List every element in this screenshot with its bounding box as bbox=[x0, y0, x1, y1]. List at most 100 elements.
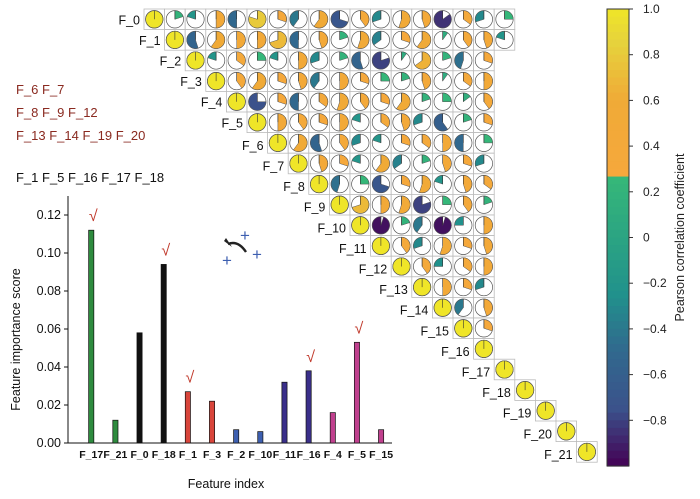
y-tick-label: 0.04 bbox=[37, 360, 61, 374]
x-tick-label: F_3 bbox=[203, 449, 221, 461]
pie-mark bbox=[360, 10, 370, 27]
colorbar-segment bbox=[607, 397, 629, 406]
pie-mark bbox=[483, 257, 493, 276]
pie-mark bbox=[298, 51, 308, 70]
bar bbox=[160, 264, 167, 444]
pie-mark bbox=[210, 30, 226, 49]
x-tick-label: F_4 bbox=[324, 449, 342, 461]
row-label: F_14 bbox=[400, 304, 429, 318]
row-label: F_21 bbox=[544, 448, 573, 462]
pie-mark bbox=[413, 195, 432, 214]
x-tick-label: F_18 bbox=[152, 449, 176, 461]
pie-mark bbox=[257, 30, 267, 49]
colorbar-segment bbox=[607, 283, 629, 292]
pie-mark bbox=[421, 72, 431, 90]
colorbar-segment bbox=[607, 290, 629, 300]
colorbar-segment bbox=[607, 24, 629, 33]
y-axis-label: Feature importance score bbox=[9, 268, 23, 410]
pie-mark bbox=[248, 10, 267, 29]
pie-mark bbox=[483, 92, 493, 110]
bar bbox=[353, 341, 360, 444]
pie-mark bbox=[463, 30, 473, 48]
pie-mark bbox=[380, 195, 390, 214]
row-label: F_1 bbox=[139, 34, 161, 48]
colorbar-segment bbox=[607, 427, 629, 437]
colorbar-tick-label: 0.2 bbox=[643, 185, 660, 199]
row-label: F_11 bbox=[339, 242, 367, 256]
pie-mark bbox=[330, 175, 340, 193]
rotate-arrow-icon: + + + bbox=[222, 226, 262, 270]
row-label: F_16 bbox=[441, 345, 470, 359]
colorbar-segment bbox=[607, 161, 629, 170]
colorbar-tick-label: −0.2 bbox=[643, 276, 667, 290]
bar bbox=[257, 431, 264, 444]
colorbar-segment bbox=[607, 184, 629, 193]
colorbar-segment bbox=[607, 123, 629, 132]
pie-mark bbox=[339, 72, 349, 91]
pie-mark bbox=[371, 51, 390, 70]
y-tick-label: 0.08 bbox=[37, 284, 61, 298]
colorbar-segment bbox=[607, 321, 629, 330]
colorbar-segment bbox=[607, 9, 629, 18]
row-label: F_12 bbox=[359, 263, 388, 277]
colorbar-segment bbox=[607, 62, 629, 71]
pie-mark bbox=[483, 30, 493, 49]
feature-group-label: F_6 F_7 bbox=[16, 82, 65, 97]
colorbar-segment bbox=[607, 229, 629, 239]
colorbar-segment bbox=[607, 443, 629, 452]
bar bbox=[112, 419, 119, 444]
y-tick-label: 0.06 bbox=[37, 322, 61, 336]
bar bbox=[329, 412, 336, 444]
pie-mark bbox=[289, 30, 299, 49]
checkmark-icon: √ bbox=[161, 242, 170, 259]
colorbar-segment bbox=[607, 359, 629, 368]
x-tick-label: F_2 bbox=[227, 449, 245, 461]
pie-mark bbox=[454, 298, 464, 316]
colorbar-tick-label: 0.6 bbox=[643, 93, 660, 107]
row-label: F_8 bbox=[283, 180, 305, 194]
correlation-pie-matrix: F_0F_1F_2F_3F_4F_5F_6F_7F_8F_9F_10F_11F_… bbox=[118, 8, 598, 463]
x-tick-label: F_11 bbox=[273, 449, 297, 461]
pie-mark bbox=[463, 195, 473, 213]
row-label: F_10 bbox=[318, 221, 347, 235]
x-tick-label: F_0 bbox=[131, 449, 149, 461]
colorbar-segment bbox=[607, 138, 629, 147]
pie-mark bbox=[442, 278, 452, 297]
pie-mark bbox=[293, 133, 308, 152]
colorbar-segment bbox=[607, 306, 629, 315]
colorbar-segment bbox=[607, 130, 629, 140]
row-label: F_18 bbox=[482, 386, 511, 400]
pie-mark bbox=[463, 175, 473, 193]
pie-mark bbox=[310, 72, 320, 89]
colorbar-segment bbox=[607, 100, 629, 109]
colorbar-segment bbox=[607, 199, 629, 208]
y-tick-label: 0.12 bbox=[37, 208, 61, 222]
x-tick-label: F_15 bbox=[369, 449, 393, 461]
pie-mark bbox=[236, 30, 246, 49]
feature-group-label: F_8 F_9 F_12 bbox=[16, 105, 98, 120]
pie-mark bbox=[401, 113, 411, 131]
bar bbox=[209, 400, 215, 444]
colorbar-segment bbox=[607, 374, 629, 383]
row-label: F_9 bbox=[304, 201, 326, 215]
y-tick-label: 0.00 bbox=[37, 436, 61, 450]
x-tick-label: F_16 bbox=[297, 449, 321, 461]
feature-importance-bar-chart: 0.00 0.02 0.04 0.06 0.08 0.10 0.12 Feature impo… bbox=[9, 196, 393, 491]
row-label: F_4 bbox=[201, 96, 223, 110]
pie-mark bbox=[454, 133, 464, 152]
checkmark-icon: √ bbox=[89, 208, 98, 225]
pie-mark bbox=[251, 72, 267, 91]
colorbar-segment bbox=[607, 115, 629, 124]
colorbar-segment bbox=[607, 435, 629, 444]
bar bbox=[378, 429, 385, 444]
colorbar-segment bbox=[607, 252, 629, 261]
colorbar-segment bbox=[607, 153, 629, 162]
colorbar-segment bbox=[607, 92, 629, 101]
pie-mark bbox=[215, 10, 226, 29]
colorbar-segment bbox=[607, 214, 629, 223]
x-tick-label: F_5 bbox=[348, 449, 366, 461]
pie-mark bbox=[313, 10, 329, 29]
colorbar-tick-label: −0.8 bbox=[643, 413, 667, 427]
colorbar-segment bbox=[607, 405, 629, 414]
colorbar-segment bbox=[607, 77, 629, 86]
